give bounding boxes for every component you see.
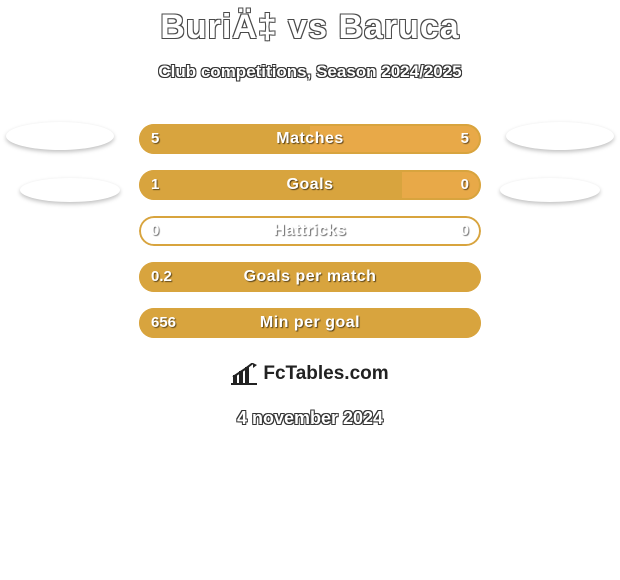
bar-value-right: 0 — [461, 216, 469, 246]
bar-value-right: 5 — [461, 124, 469, 154]
comparison-infographic: BuriÄ‡ vs Baruca Club competitions, Seas… — [0, 0, 620, 580]
player-right-oval-top — [506, 122, 614, 150]
chart-icon — [231, 363, 257, 385]
bar-value-left: 0 — [151, 216, 159, 246]
brand-box[interactable]: FcTables.com — [202, 352, 418, 396]
stat-bar: Matches5 5 — [139, 124, 481, 154]
stat-bar: Min per goal656 — [139, 308, 481, 338]
bar-value-left: 1 — [151, 170, 159, 200]
generation-date: 4 november 2024 — [0, 408, 620, 429]
bar-label: Min per goal — [139, 308, 481, 338]
comparison-bars: Matches55Goals10Hattricks00Goals per mat… — [139, 124, 481, 354]
page-title: BuriÄ‡ vs Baruca — [0, 8, 620, 47]
bar-value-left: 5 — [151, 124, 159, 154]
page-subtitle: Club competitions, Season 2024/2025 — [0, 62, 620, 82]
bar-label: Goals per match — [139, 262, 481, 292]
bar-label: Matches — [139, 124, 481, 154]
bar-value-left: 656 — [151, 308, 176, 338]
stat-bar: Goals1 0 — [139, 170, 481, 200]
bar-label: Goals — [139, 170, 481, 200]
player-right-oval-bottom — [500, 178, 600, 202]
stat-bar: Hattricks0 0 — [139, 216, 481, 246]
bar-value-right: 0 — [461, 170, 469, 200]
bar-value-left: 0.2 — [151, 262, 172, 292]
player-left-oval-top — [6, 122, 114, 150]
brand-text: FcTables.com — [263, 363, 388, 385]
stat-bar: Goals per match0.2 — [139, 262, 481, 292]
bar-label: Hattricks — [139, 216, 481, 246]
player-left-oval-bottom — [20, 178, 120, 202]
